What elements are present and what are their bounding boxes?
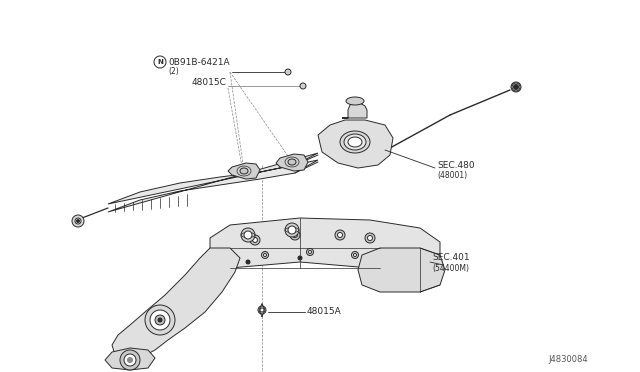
Circle shape: [513, 84, 518, 90]
Circle shape: [307, 248, 314, 256]
Circle shape: [244, 231, 252, 239]
Polygon shape: [358, 248, 445, 292]
Circle shape: [285, 223, 299, 237]
Circle shape: [353, 253, 356, 257]
Text: SEC.401: SEC.401: [432, 253, 470, 263]
Polygon shape: [112, 248, 240, 360]
Ellipse shape: [288, 159, 296, 165]
Circle shape: [250, 235, 260, 245]
Circle shape: [262, 251, 269, 259]
Polygon shape: [108, 153, 318, 212]
Circle shape: [158, 318, 162, 322]
Ellipse shape: [348, 137, 362, 147]
Text: (2): (2): [168, 67, 179, 76]
Polygon shape: [276, 154, 308, 171]
Circle shape: [246, 260, 250, 264]
Circle shape: [154, 56, 166, 68]
Polygon shape: [342, 103, 367, 118]
Circle shape: [258, 306, 266, 314]
Ellipse shape: [340, 131, 370, 153]
Polygon shape: [105, 348, 155, 370]
Circle shape: [75, 218, 81, 224]
Circle shape: [77, 219, 79, 222]
Text: 0B91B-6421A: 0B91B-6421A: [168, 58, 230, 67]
Circle shape: [337, 232, 342, 237]
Circle shape: [308, 250, 312, 253]
Circle shape: [300, 83, 306, 89]
Circle shape: [127, 357, 132, 362]
Circle shape: [264, 253, 266, 257]
Polygon shape: [228, 163, 260, 179]
Ellipse shape: [240, 168, 248, 174]
Circle shape: [292, 232, 298, 237]
Circle shape: [288, 226, 296, 234]
Circle shape: [241, 228, 255, 242]
Circle shape: [155, 315, 165, 325]
Polygon shape: [318, 120, 393, 168]
Circle shape: [145, 305, 175, 335]
Circle shape: [124, 354, 136, 366]
Circle shape: [298, 256, 302, 260]
Circle shape: [335, 230, 345, 240]
Text: J4830084: J4830084: [548, 356, 588, 365]
Circle shape: [290, 230, 300, 240]
Text: SEC.480: SEC.480: [437, 160, 475, 170]
Circle shape: [120, 350, 140, 370]
Circle shape: [351, 251, 358, 259]
Text: (54400M): (54400M): [432, 263, 469, 273]
Ellipse shape: [346, 97, 364, 105]
Text: N: N: [157, 59, 163, 65]
Circle shape: [365, 233, 375, 243]
Circle shape: [150, 310, 170, 330]
Circle shape: [72, 215, 84, 227]
Circle shape: [285, 69, 291, 75]
Text: 48015C: 48015C: [192, 77, 227, 87]
Circle shape: [253, 237, 257, 243]
Polygon shape: [210, 218, 440, 272]
Text: 48015A: 48015A: [307, 308, 342, 317]
Circle shape: [367, 235, 372, 241]
Text: (48001): (48001): [437, 170, 467, 180]
Circle shape: [511, 82, 521, 92]
Circle shape: [260, 308, 264, 312]
Ellipse shape: [344, 134, 366, 150]
